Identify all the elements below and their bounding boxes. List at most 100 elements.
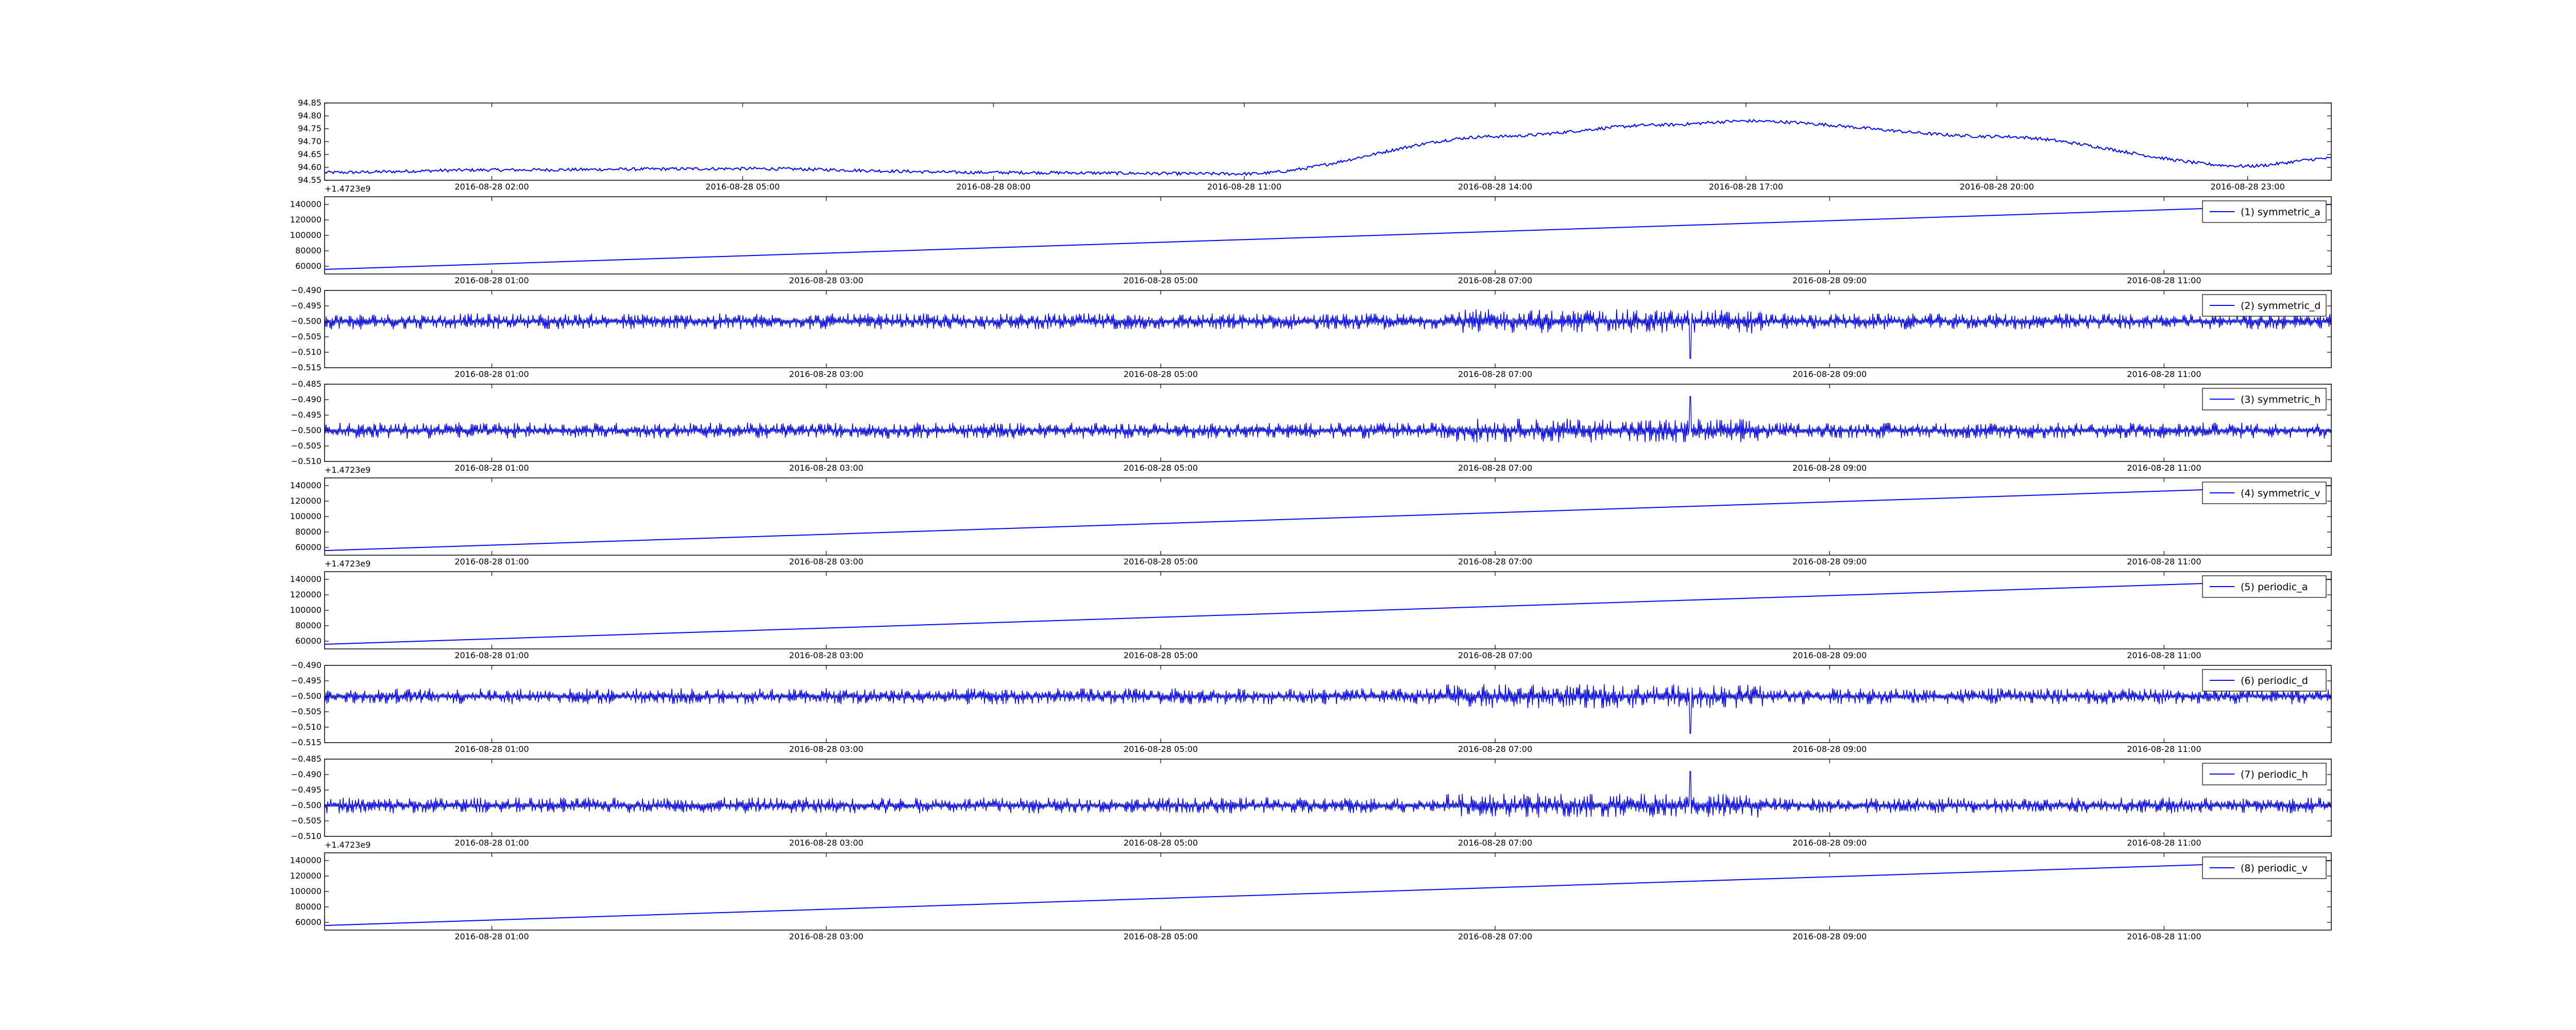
x-tick-label-8-4: 2016-08-28 09:00 [1792, 932, 1867, 941]
series-line-2-0 [325, 309, 2331, 359]
y-tick-label-7-2: −0.500 [291, 800, 321, 810]
y-tick-label-2-5: −0.490 [291, 285, 321, 295]
y-tick-label-1-1: 80000 [295, 246, 321, 255]
y-tick-label-2-2: −0.505 [291, 332, 321, 341]
x-tick-label-6-0: 2016-08-28 01:00 [454, 744, 529, 754]
x-tick-label-1-2: 2016-08-28 05:00 [1124, 276, 1198, 285]
y-tick-label-1-0: 60000 [295, 261, 321, 271]
series-group-4 [325, 485, 2331, 551]
series-group-2 [325, 309, 2331, 359]
x-tick-label-2-2: 2016-08-28 05:00 [1124, 369, 1198, 379]
legend-4: (4) symmetric_v [2202, 482, 2327, 504]
y-tick-label-5-1: 80000 [295, 621, 321, 630]
legend-label-1: (1) symmetric_a [2241, 207, 2320, 218]
x-tick-label-8-2: 2016-08-28 05:00 [1124, 932, 1198, 941]
x-tick-label-2-0: 2016-08-28 01:00 [454, 369, 529, 379]
x-tick-label-7-5: 2016-08-28 11:00 [2127, 838, 2201, 848]
y-tick-label-1-2: 100000 [290, 230, 321, 240]
x-tick-label-5-0: 2016-08-28 01:00 [454, 650, 529, 660]
y-tick-label-0-3: 94.70 [298, 136, 321, 146]
x-tick-label-3-2: 2016-08-28 05:00 [1124, 463, 1198, 473]
axes-frame-1 [324, 196, 2332, 274]
x-tick-label-6-2: 2016-08-28 05:00 [1124, 744, 1198, 754]
y-tick-label-7-1: −0.505 [291, 816, 321, 826]
y-tick-label-2-3: −0.500 [291, 316, 321, 326]
axes-frame-3 [324, 384, 2332, 462]
x-tick-label-7-2: 2016-08-28 05:00 [1124, 838, 1198, 848]
y-tick-label-0-5: 94.80 [298, 111, 321, 121]
panel-0: 94.55 94.60 94.65 94.70 94.75 94.80 94.85 2016-… [298, 98, 2332, 194]
y-tick-label-5-3: 120000 [290, 590, 321, 599]
legend-label-6: (6) periodic_d [2241, 675, 2308, 686]
series-group-5 [325, 579, 2331, 645]
legend-label-8: (8) periodic_v [2241, 863, 2308, 874]
x-tick-label-3-3: 2016-08-28 07:00 [1458, 463, 1532, 473]
x-tick-label-8-5: 2016-08-28 11:00 [2127, 932, 2201, 941]
panel-4: 60000 80000 100000 120000 140000 2016-08-28 0… [290, 477, 2332, 569]
y-tick-label-6-2: −0.505 [291, 707, 321, 716]
x-tick-label-3-0: 2016-08-28 01:00 [454, 463, 529, 473]
y-tick-label-3-5: −0.485 [291, 379, 321, 389]
x-tick-label-8-1: 2016-08-28 03:00 [789, 932, 863, 941]
y-tick-label-6-4: −0.495 [291, 676, 321, 685]
x-tick-label-2-3: 2016-08-28 07:00 [1458, 369, 1532, 379]
y-tick-label-2-4: −0.495 [291, 301, 321, 311]
x-tick-label-6-1: 2016-08-28 03:00 [789, 744, 863, 754]
axes-frame-6 [324, 665, 2332, 743]
legend-5: (5) periodic_a [2202, 575, 2327, 598]
x-tick-label-2-1: 2016-08-28 03:00 [789, 369, 863, 379]
y-tick-label-0-4: 94.75 [298, 124, 321, 133]
y-tick-label-3-2: −0.500 [291, 425, 321, 435]
x-tick-label-3-1: 2016-08-28 03:00 [789, 463, 863, 473]
legend-7: (7) periodic_h [2202, 763, 2327, 785]
y-tick-label-2-1: −0.510 [291, 347, 321, 357]
legend-label-4: (4) symmetric_v [2241, 488, 2320, 499]
y-tick-label-5-2: 100000 [290, 605, 321, 615]
x-tick-label-0-1: 2016-08-28 05:00 [705, 182, 779, 192]
series-line-0-0 [325, 118, 2331, 177]
legend-label-2: (2) symmetric_d [2241, 300, 2320, 312]
y-tick-label-0-6: 94.85 [298, 98, 321, 108]
x-tick-label-7-4: 2016-08-28 09:00 [1792, 838, 1867, 848]
legend-2: (2) symmetric_d [2202, 294, 2327, 317]
x-tick-label-1-0: 2016-08-28 01:00 [454, 276, 529, 285]
x-tick-label-5-5: 2016-08-28 11:00 [2127, 650, 2201, 660]
y-tick-label-4-1: 80000 [295, 527, 321, 537]
series-line-3-0 [325, 396, 2331, 443]
x-offset-label-0: +1.4723e9 [325, 184, 370, 194]
y-tick-label-8-0: 60000 [295, 917, 321, 927]
series-group-8 [325, 860, 2331, 926]
panel-7: −0.510 −0.505 −0.500 −0.495 −0.490 −0.485 2016… [291, 754, 2332, 850]
x-tick-label-4-2: 2016-08-28 05:00 [1124, 557, 1198, 566]
legend-8: (8) periodic_v [2202, 856, 2327, 879]
legend-3: (3) symmetric_h [2202, 388, 2327, 410]
axes-frame-8 [324, 852, 2332, 931]
x-tick-label-2-5: 2016-08-28 11:00 [2127, 369, 2201, 379]
axes-frame-4 [324, 477, 2332, 556]
y-tick-label-3-4: −0.490 [291, 394, 321, 404]
y-tick-label-8-1: 80000 [295, 902, 321, 912]
y-tick-label-1-4: 140000 [290, 199, 321, 209]
y-tick-label-0-1: 94.60 [298, 162, 321, 172]
x-tick-label-1-5: 2016-08-28 11:00 [2127, 276, 2201, 285]
x-tick-label-0-7: 2016-08-28 23:00 [2211, 182, 2285, 192]
axes-frame-5 [324, 571, 2332, 649]
x-tick-label-0-6: 2016-08-28 20:00 [1960, 182, 2034, 192]
x-tick-label-2-4: 2016-08-28 09:00 [1792, 369, 1867, 379]
series-group-3 [325, 396, 2331, 443]
y-tick-label-4-4: 140000 [290, 480, 321, 490]
x-tick-label-7-0: 2016-08-28 01:00 [454, 838, 529, 848]
x-offset-label-4: +1.4723e9 [325, 559, 370, 569]
legend-6: (6) periodic_d [2202, 669, 2327, 692]
y-tick-label-2-0: −0.515 [291, 363, 321, 372]
series-line-7-0 [325, 771, 2331, 818]
axes-frame-2 [324, 290, 2332, 368]
series-line-5-0 [325, 579, 2331, 645]
x-tick-label-1-1: 2016-08-28 03:00 [789, 276, 863, 285]
panel-5: 60000 80000 100000 120000 140000 2016-08-28 0… [290, 571, 2332, 660]
series-group-6 [325, 684, 2331, 734]
y-tick-label-8-4: 140000 [290, 855, 321, 865]
panel-1: 60000 80000 100000 120000 140000 2016-08-28 0… [290, 196, 2332, 285]
series-group-7 [325, 771, 2331, 818]
